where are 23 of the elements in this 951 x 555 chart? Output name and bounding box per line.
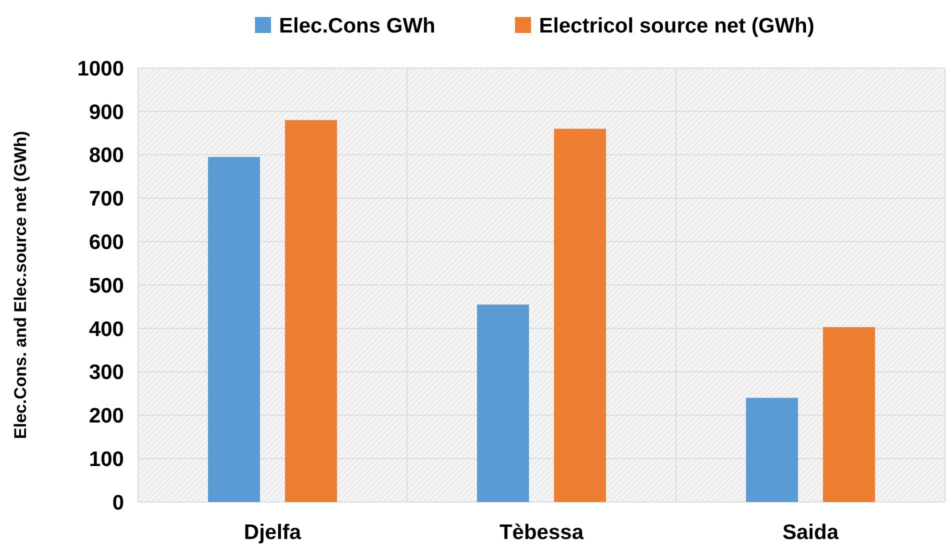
y-tick-label: 1000 bbox=[77, 57, 124, 80]
legend-label: Electricol source net (GWh) bbox=[539, 14, 814, 38]
x-tick-label: Tèbessa bbox=[499, 521, 584, 544]
bar bbox=[554, 128, 606, 502]
legend-label: Elec.Cons GWh bbox=[279, 14, 436, 38]
bar bbox=[823, 327, 875, 502]
y-tick-label: 100 bbox=[88, 448, 124, 471]
y-tick-label: 500 bbox=[88, 274, 124, 298]
bar bbox=[208, 156, 260, 502]
x-tick-label: Saida bbox=[782, 521, 839, 544]
bar bbox=[477, 304, 529, 502]
y-tick-label: 0 bbox=[112, 491, 124, 514]
y-axis-title: Elec.Cons. and Elec.source net (GWh) bbox=[11, 131, 30, 439]
y-tick-label: 200 bbox=[88, 404, 124, 428]
y-tick-label: 300 bbox=[88, 361, 124, 384]
y-tick-label: 700 bbox=[88, 188, 124, 211]
y-tick-label: 800 bbox=[88, 144, 124, 168]
x-tick-label: Djelfa bbox=[244, 521, 302, 544]
bar bbox=[746, 398, 798, 502]
y-tick-label: 400 bbox=[88, 318, 124, 341]
y-tick-label: 600 bbox=[88, 230, 124, 254]
y-tick-label: 900 bbox=[88, 100, 124, 124]
bar bbox=[285, 120, 337, 502]
